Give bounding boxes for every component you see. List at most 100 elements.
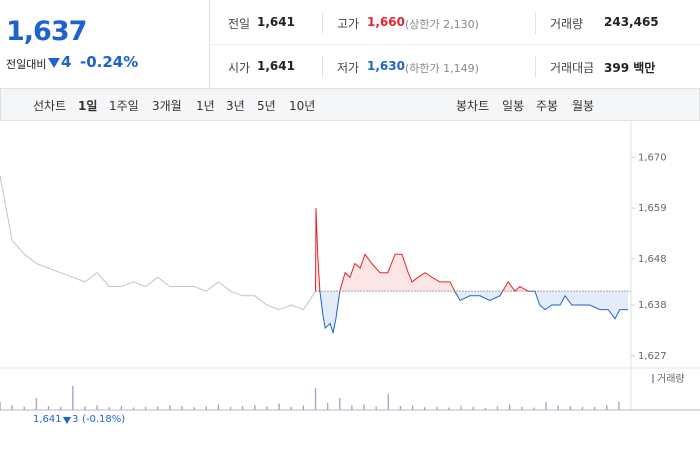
tab[interactable]: 10년 [289,99,316,113]
volume-bar [278,403,280,410]
volume-bar [72,386,74,410]
volume-bar [84,406,86,410]
volume-bar [59,406,62,410]
y-tick-label: 1,648 [638,254,667,265]
area-below [315,291,629,333]
stat-value: 1,630 [367,59,405,73]
volume-bar [193,407,195,410]
volume-bar [472,406,474,410]
stat-value: 243,465 [604,15,659,29]
y-tick-label: 1,638 [638,300,667,311]
stat-note: (하한가 1,149) [405,62,479,75]
volume-bar [581,406,584,410]
divider [209,0,210,88]
down-icon [48,58,60,68]
y-tick-label: 1,627 [638,351,667,362]
stat-value: 1,660 [367,15,405,29]
price-line [0,175,316,311]
volume-bar [266,406,268,410]
down-icon [63,417,71,424]
y-tick-label: 1,670 [638,152,667,163]
divider [322,56,323,78]
volume-bar [169,405,171,410]
stat-value: 1,641 [257,59,295,73]
stat-label: 거래대금 [550,61,595,75]
volume-bar [618,402,620,410]
volume-bar [326,402,329,410]
y-tick-label: 1,659 [638,203,667,214]
volume-bar [387,394,390,410]
tab-group-label: 봉차트 [456,99,490,113]
volume-bar [181,406,183,410]
volume-bar [108,407,110,410]
divider [322,12,323,34]
volume-bar [314,388,317,410]
tab[interactable]: 주봉 [536,99,559,113]
volume-bar [217,404,220,410]
volume-bar [23,406,25,410]
tab[interactable]: 1주일 [109,99,139,113]
volume-bar [290,406,292,410]
tab[interactable]: 3개월 [152,99,182,113]
prev-change: 3 [72,414,79,425]
stat-value: 399 백만 [604,61,656,75]
volume-bar [363,404,365,410]
volume-bar [593,406,596,410]
volume-bar [241,406,244,410]
tab[interactable]: 일봉 [502,99,525,113]
volume-bar [569,406,572,410]
price: 1,637 [6,16,87,47]
volume-bar [375,406,377,410]
volume-bar [351,405,353,410]
volume-bar [508,404,511,410]
volume-bar [229,406,232,410]
divider [210,44,700,45]
volume-bar [533,407,535,410]
volume-bar [157,406,159,410]
volume-bar [557,406,559,410]
volume-bar [424,407,426,410]
volume-bar [484,408,487,410]
volume-bar [411,406,414,410]
stat-label: 고가 [337,17,360,31]
tab[interactable]: 1년 [196,99,215,113]
tab[interactable]: 3년 [226,99,245,113]
tab[interactable]: 1일 [78,99,98,113]
stat-value: 1,641 [257,15,295,29]
volume-bar [11,405,13,410]
stat-label: 전일 [228,17,251,31]
stat-label: 거래량 [550,17,584,31]
change-label: 전일대비 [6,58,47,71]
stat-label: 저가 [337,61,360,75]
volume-bar [205,406,207,410]
volume-bar [96,405,98,410]
volume-bar [0,402,1,410]
volume-bar [399,406,402,410]
stat-label: 시가 [228,61,251,75]
volume-bar [132,407,135,410]
volume-bar [460,407,462,410]
tab[interactable]: 5년 [257,99,276,113]
area-above [315,208,529,292]
volume-bar [302,405,305,410]
volume-bar [448,407,450,410]
tab[interactable]: 월봉 [572,99,595,113]
volume-bar [254,405,256,410]
divider [535,56,536,78]
legend-label: 거래량 [657,373,685,385]
tab-bar [0,88,700,121]
change-rate: -0.24% [80,53,139,71]
chart: 1,6271,6381,6481,6591,67009/2009/2310:00… [0,120,700,411]
price-line-up [315,208,536,292]
price-line-down [315,291,629,335]
volume-bar [436,406,438,410]
volume-bar [545,402,547,410]
volume-bar [339,398,341,410]
prev-close: 1,641 [33,414,62,425]
tab-group-label: 선차트 [33,99,67,113]
stat-note: (상한가 2,130) [405,18,479,31]
divider [535,12,536,34]
prev-rate: (-0.18%) [82,414,126,425]
legend-swatch [652,374,654,383]
